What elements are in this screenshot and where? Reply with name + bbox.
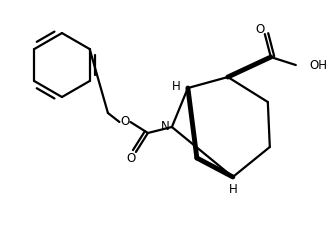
Text: H: H (172, 80, 180, 93)
Text: OH: OH (310, 59, 328, 72)
Text: O: O (255, 23, 265, 36)
Text: H: H (228, 183, 237, 196)
Text: O: O (120, 115, 129, 128)
Text: N: N (160, 121, 169, 134)
Text: O: O (126, 152, 135, 165)
